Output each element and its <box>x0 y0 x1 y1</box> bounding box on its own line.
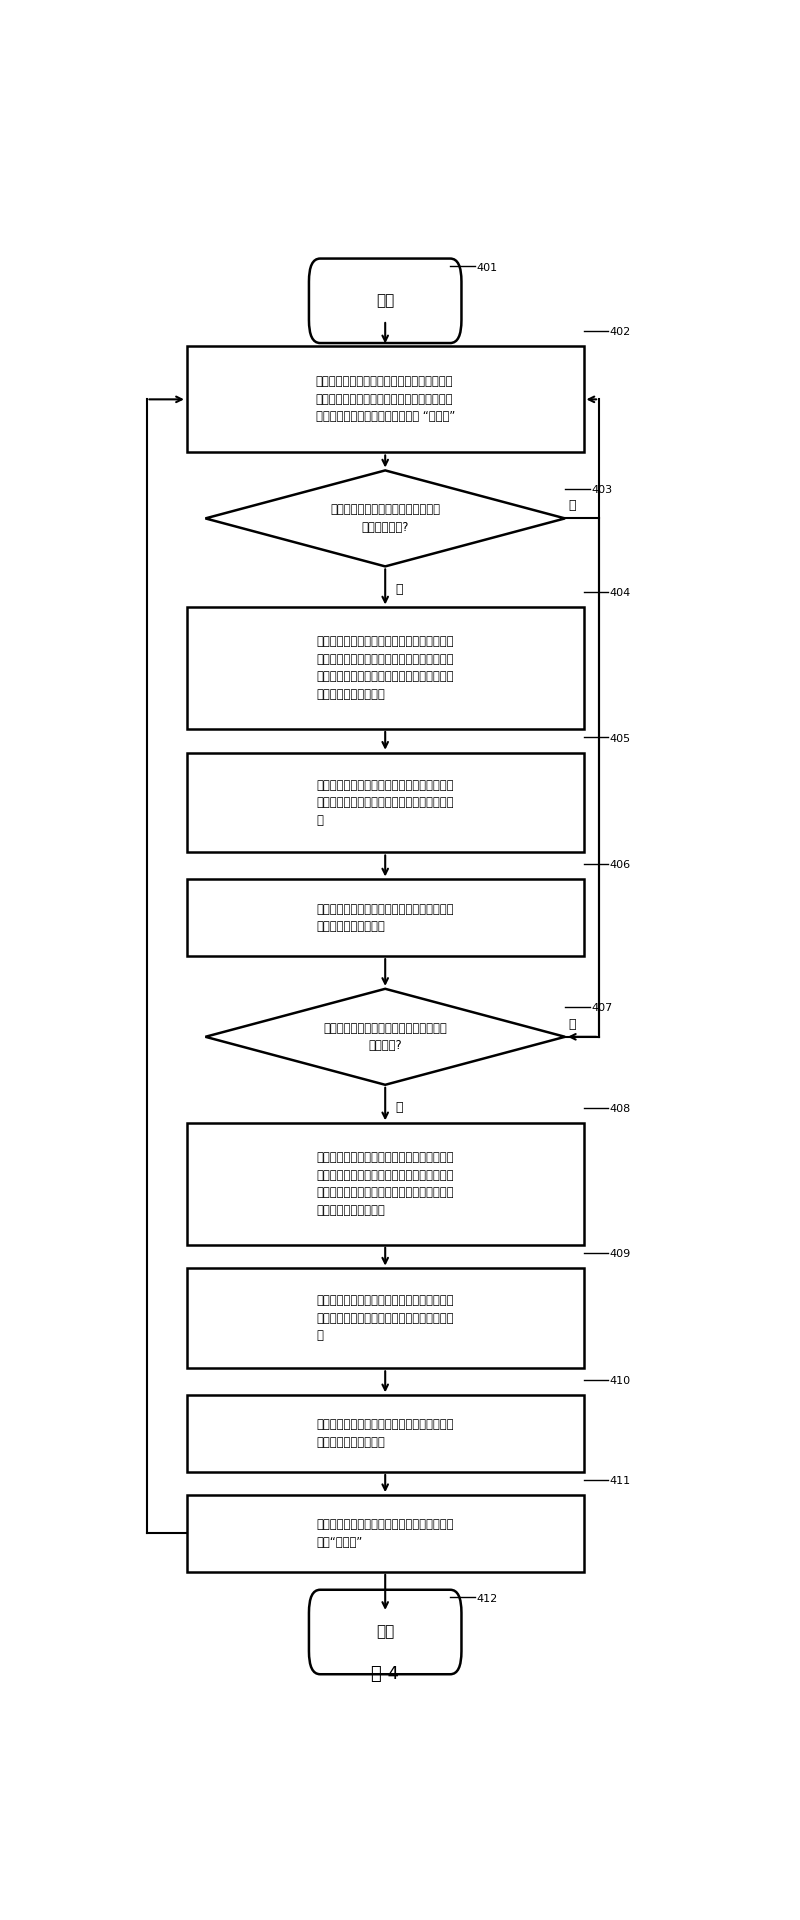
Bar <box>187 1269 584 1369</box>
Text: 408: 408 <box>610 1104 631 1114</box>
Text: 407: 407 <box>591 1004 612 1014</box>
Text: 计算匹配网络输入导纳实部偏差和匹配网络输
入导纳虚部偏差，并将匹配网络输入导纳实部
偏差和匹配网络输入导纳虚部偏差 “模糊化”: 计算匹配网络输入导纳实部偏差和匹配网络输 入导纳虚部偏差，并将匹配网络输入导纳实… <box>315 376 455 424</box>
Text: 结束: 结束 <box>376 1624 394 1640</box>
Text: 410: 410 <box>610 1377 630 1386</box>
Text: 是: 是 <box>568 1018 576 1031</box>
Text: 对第二可变电抗元件的阻抗调整量的模糊量进
行解模糊，得到第二可变电抗元件的阻抗调整
量: 对第二可变电抗元件的阻抗调整量的模糊量进 行解模糊，得到第二可变电抗元件的阻抗调… <box>317 780 454 826</box>
Polygon shape <box>206 470 565 566</box>
Text: 402: 402 <box>610 326 631 338</box>
Text: 否: 否 <box>395 1102 402 1114</box>
FancyBboxPatch shape <box>309 1590 462 1674</box>
Text: 是: 是 <box>568 499 576 513</box>
Text: 412: 412 <box>476 1594 498 1603</box>
Text: 406: 406 <box>610 860 630 870</box>
Text: 开始: 开始 <box>376 294 394 309</box>
Text: 403: 403 <box>591 486 612 495</box>
Polygon shape <box>206 989 565 1085</box>
Bar <box>187 1123 584 1244</box>
FancyBboxPatch shape <box>309 259 462 344</box>
Text: 根据第二可变电抗元件的阻抗调整量，调整第
二可变电抗元件的阻抗: 根据第二可变电抗元件的阻抗调整量，调整第 二可变电抗元件的阻抗 <box>317 902 454 933</box>
Bar <box>187 1396 584 1473</box>
Text: 计算调整后的匹配网络输入导纳虚部偏差，并
将其“模糊化”: 计算调整后的匹配网络输入导纳虚部偏差，并 将其“模糊化” <box>317 1519 454 1549</box>
Text: 图 4: 图 4 <box>371 1665 399 1684</box>
Bar <box>187 346 584 453</box>
Text: 否: 否 <box>395 584 402 595</box>
Text: 411: 411 <box>610 1476 630 1486</box>
Text: 401: 401 <box>476 263 498 273</box>
Text: 判断匹配网络输入导纳实部偏差的模
糊量是否为零?: 判断匹配网络输入导纳实部偏差的模 糊量是否为零? <box>330 503 440 534</box>
Bar <box>187 1496 584 1572</box>
Text: 对第一可变电抗元件的阻抗调整量的模糊量进
行解模糊，得到第一可变电抗元件的阻抗调整
量: 对第一可变电抗元件的阻抗调整量的模糊量进 行解模糊，得到第一可变电抗元件的阻抗调… <box>317 1294 454 1342</box>
Bar <box>187 879 584 956</box>
Text: 405: 405 <box>610 733 630 743</box>
Text: 查询模糊控制规则表，以匹配网络输入导纳实
部偏差和匹配网络输入导纳虚部偏差的模糊量
为输入参量，得到相对应的第二可变电抗元件
的阻抗调整量的模糊量: 查询模糊控制规则表，以匹配网络输入导纳实 部偏差和匹配网络输入导纳虚部偏差的模糊… <box>317 636 454 701</box>
Text: 查询模糊控制规则表，以匹配网络输入导纳实
部偏差和匹配网络输入导纳虚部偏差的模糊量
为输入参量，得到相对应的第一可变电抗元件
的阻抗调整量的模糊量: 查询模糊控制规则表，以匹配网络输入导纳实 部偏差和匹配网络输入导纳虚部偏差的模糊… <box>317 1152 454 1217</box>
Text: 根据第一可变电抗元件的阻抗调整量，调整第
一可变电抗元件的阻抗: 根据第一可变电抗元件的阻抗调整量，调整第 一可变电抗元件的阻抗 <box>317 1419 454 1450</box>
Bar <box>187 753 584 852</box>
Text: 409: 409 <box>610 1250 631 1260</box>
Text: 404: 404 <box>610 588 631 599</box>
Text: 判断匹配网络输入导纳虚部偏差的模糊量
是否为零?: 判断匹配网络输入导纳虚部偏差的模糊量 是否为零? <box>323 1021 447 1052</box>
Bar <box>187 607 584 730</box>
